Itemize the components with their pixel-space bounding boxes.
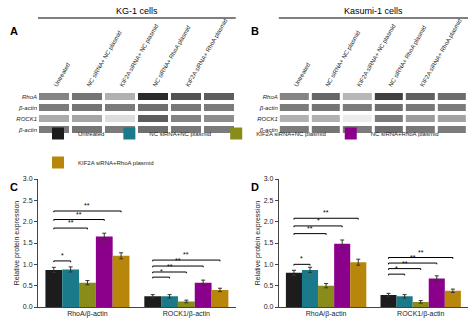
svg-text:0.0: 0.0 [23, 303, 33, 310]
svg-text:1.0: 1.0 [23, 261, 33, 268]
svg-text:**: ** [183, 251, 189, 258]
svg-text:NC siRNA+ NC plasmid: NC siRNA+ NC plasmid [86, 30, 123, 88]
svg-text:KIF2A siRNA+NC plasmid: KIF2A siRNA+NC plasmid [256, 131, 326, 137]
svg-text:NC siRNA+NC plasmid: NC siRNA+NC plasmid [149, 131, 211, 137]
svg-text:D: D [251, 181, 259, 193]
svg-text:*: * [300, 255, 303, 262]
svg-text:RhoA/β-actin: RhoA/β-actin [306, 310, 347, 318]
svg-text:*: * [61, 252, 64, 259]
svg-text:2.5: 2.5 [23, 197, 33, 204]
svg-text:0.5: 0.5 [23, 282, 33, 289]
svg-text:NC siRNA+ RhoA plasmid: NC siRNA+ RhoA plasmid [387, 25, 427, 88]
svg-text:**: ** [68, 219, 74, 226]
svg-text:RhoA/β-actin: RhoA/β-actin [67, 310, 108, 318]
svg-text:Kasumi-1 cells: Kasumi-1 cells [344, 6, 403, 16]
svg-text:**: ** [76, 211, 82, 218]
svg-text:*: * [395, 265, 398, 272]
svg-text:3.0: 3.0 [264, 175, 274, 182]
svg-text:ROCK1: ROCK1 [257, 116, 278, 122]
svg-text:Untreated: Untreated [78, 131, 104, 137]
svg-text:ROCK1/β-actin: ROCK1/β-actin [397, 310, 444, 318]
svg-text:**: ** [323, 209, 329, 216]
svg-text:**: ** [418, 249, 424, 256]
svg-text:B: B [251, 25, 259, 37]
svg-text:NC siRNA+RhoA plasmid: NC siRNA+RhoA plasmid [371, 131, 439, 137]
svg-text:KG-1 cells: KG-1 cells [116, 6, 158, 16]
svg-text:**: ** [402, 260, 408, 267]
svg-text:NC siRNA+ NC plasmid: NC siRNA+ NC plasmid [324, 30, 361, 88]
svg-text:KIF2A siRNA+RhoA plasmid: KIF2A siRNA+RhoA plasmid [78, 160, 154, 166]
svg-text:2.0: 2.0 [23, 218, 33, 225]
svg-text:A: A [10, 25, 18, 37]
svg-text:KIF2A siRNA+ NC plasmid: KIF2A siRNA+ NC plasmid [119, 23, 160, 88]
svg-text:*: * [160, 268, 163, 275]
svg-text:1.0: 1.0 [264, 261, 274, 268]
svg-text:**: ** [167, 263, 173, 270]
svg-text:1.5: 1.5 [23, 239, 33, 246]
svg-text:**: ** [307, 225, 313, 232]
svg-text:KIF2A siRNA+ NC plasmid: KIF2A siRNA+ NC plasmid [356, 23, 397, 88]
svg-text:*: * [317, 217, 320, 224]
svg-text:2.5: 2.5 [264, 197, 274, 204]
svg-text:Untreated: Untreated [53, 62, 71, 88]
svg-text:KIF2A siRNA+ RhoA plasmid: KIF2A siRNA+ RhoA plasmid [185, 18, 229, 88]
svg-text:C: C [10, 181, 18, 193]
svg-text:**: ** [84, 202, 90, 209]
svg-text:0.5: 0.5 [264, 282, 274, 289]
svg-text:Relative protein expression: Relative protein expression [13, 201, 21, 286]
svg-text:Untreated: Untreated [293, 62, 311, 88]
svg-text:0.0: 0.0 [264, 303, 274, 310]
svg-text:β-actin: β-actin [18, 105, 38, 111]
svg-text:NC siRNA+ RhoA plasmid: NC siRNA+ RhoA plasmid [152, 25, 192, 88]
svg-text:β-actin: β-actin [259, 126, 278, 133]
svg-text:1.5: 1.5 [264, 239, 274, 246]
svg-text:β-actin: β-actin [18, 127, 38, 133]
svg-text:β-actin: β-actin [259, 105, 279, 111]
svg-text:**: ** [175, 257, 181, 264]
svg-text:ROCK1/β-actin: ROCK1/β-actin [163, 310, 210, 318]
svg-text:3.0: 3.0 [23, 175, 33, 182]
svg-text:**: ** [410, 254, 416, 261]
svg-text:RhoA: RhoA [263, 94, 278, 100]
svg-text:RhoA: RhoA [22, 94, 37, 100]
svg-text:2.0: 2.0 [264, 218, 274, 225]
svg-text:Relative protein expression: Relative protein expression [254, 201, 262, 286]
svg-text:KIF2A siRNA+ RhoA plasmid: KIF2A siRNA+ RhoA plasmid [419, 18, 463, 88]
svg-text:ROCK1: ROCK1 [16, 116, 37, 122]
